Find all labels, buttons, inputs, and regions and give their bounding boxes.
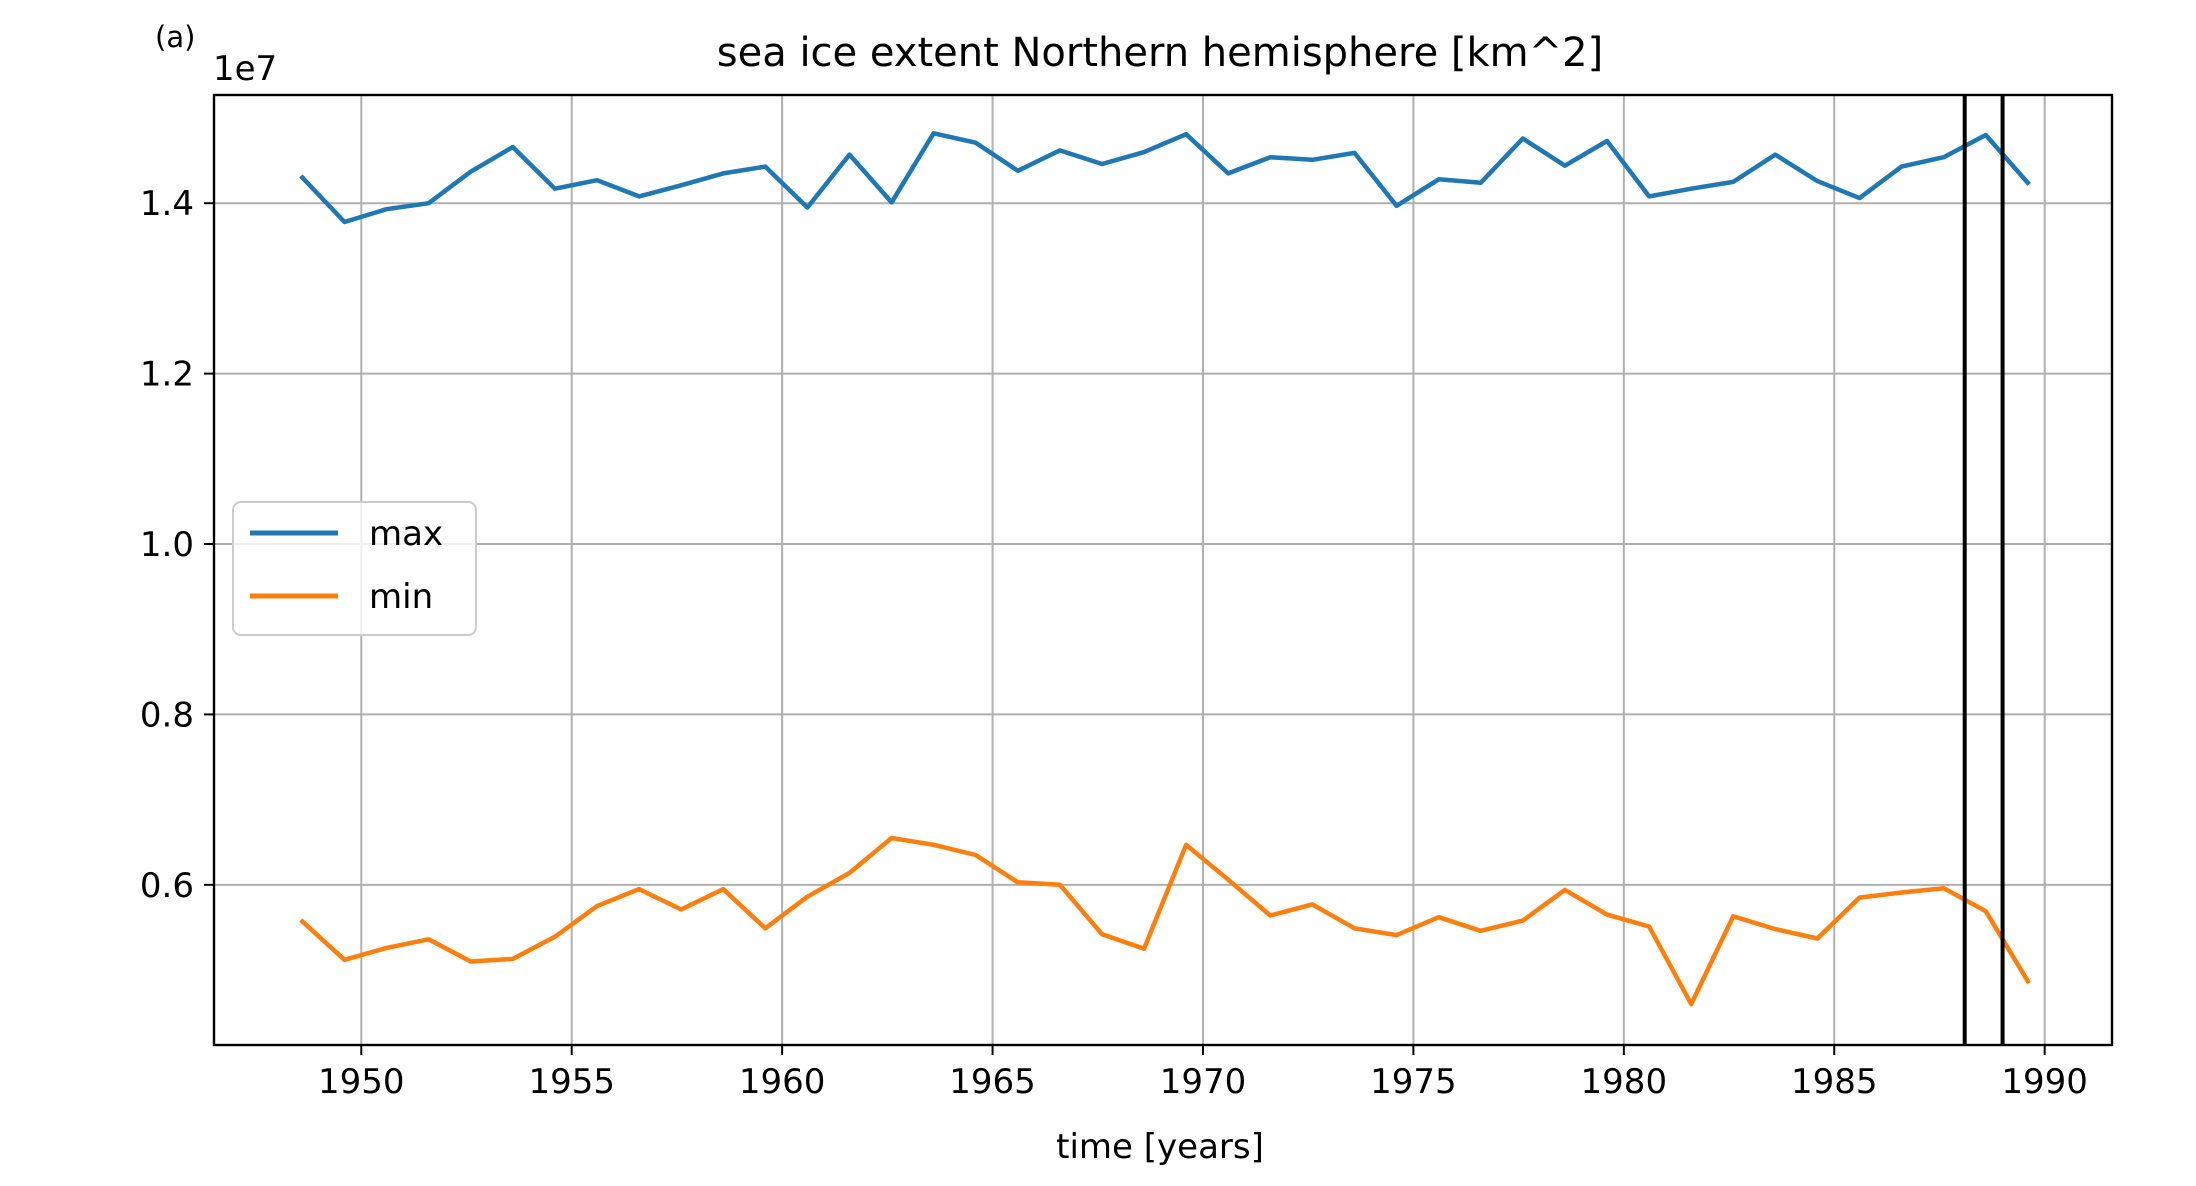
legend-label-max: max: [369, 514, 443, 554]
x-tick-label: 1960: [739, 1062, 826, 1102]
x-axis-label: time [years]: [1056, 1127, 1264, 1167]
chart-title: sea ice extent Northern hemisphere [km^2…: [717, 30, 1603, 76]
x-tick-label: 1975: [1370, 1062, 1457, 1102]
x-tick-label: 1980: [1581, 1062, 1668, 1102]
x-tick-label: 1990: [2001, 1062, 2088, 1102]
y-tick-label: 1.0: [140, 525, 194, 565]
legend: max min: [233, 502, 476, 635]
y-tick-label: 0.6: [140, 866, 194, 906]
x-tick-label: 1970: [1160, 1062, 1247, 1102]
y-tick-label: 1.2: [140, 355, 194, 395]
legend-label-min: min: [369, 577, 433, 617]
panel-label: (a): [155, 20, 195, 54]
y-offset-label: 1e7: [213, 49, 277, 89]
x-tick-label: 1985: [1791, 1062, 1878, 1102]
x-tick-label: 1950: [318, 1062, 405, 1102]
x-tick-label: 1965: [949, 1062, 1036, 1102]
y-tick-label: 1.4: [140, 184, 194, 224]
x-tick-label: 1955: [528, 1062, 615, 1102]
y-tick-label: 0.8: [140, 695, 194, 735]
